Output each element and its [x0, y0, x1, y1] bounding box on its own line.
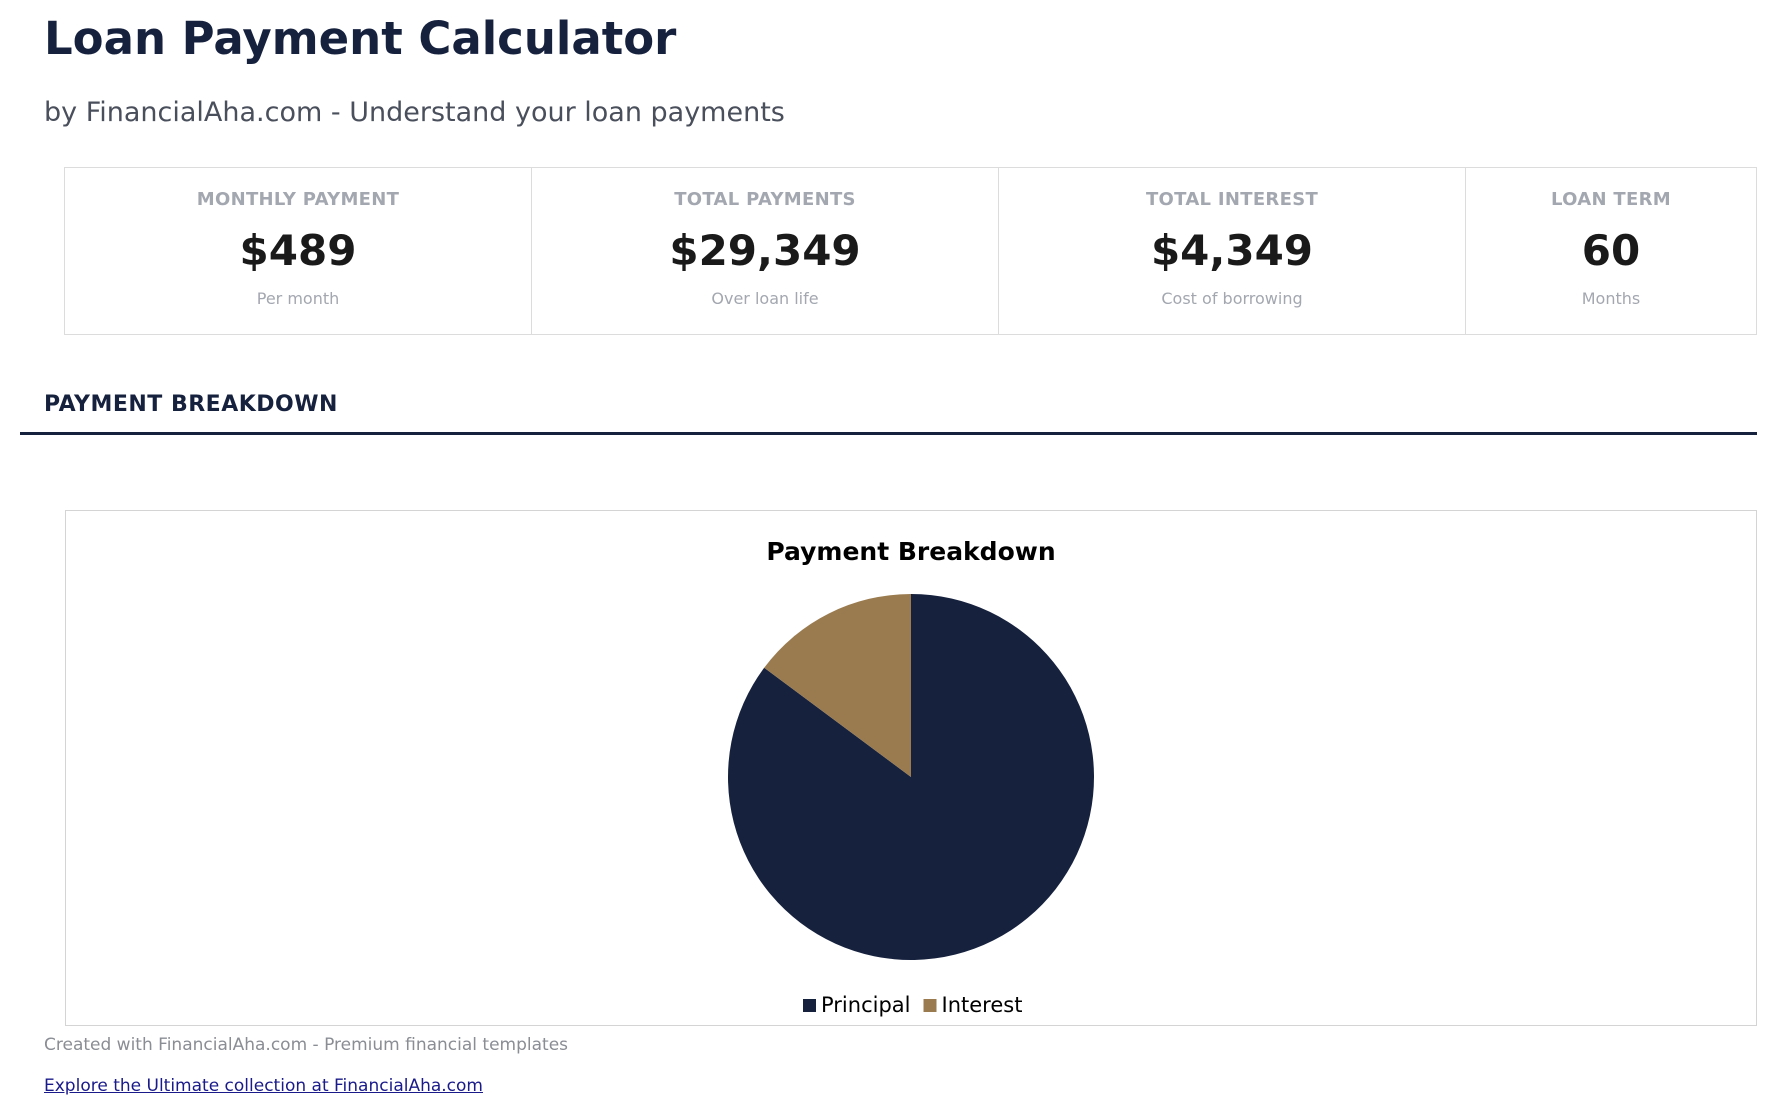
chart-title: Payment Breakdown — [766, 537, 1055, 566]
card-total-payments: TOTAL PAYMENTS $29,349 Over loan life — [532, 168, 999, 334]
footer-text: Created with FinancialAha.com - Premium … — [44, 1035, 569, 1055]
chart-container: Payment Breakdown Principal Interest — [65, 510, 1757, 1026]
card-subtext: Cost of borrowing — [1161, 289, 1303, 308]
legend-label-principal: Principal — [821, 993, 911, 1017]
pie-slice-interest — [764, 594, 911, 777]
legend-swatch-principal — [803, 999, 816, 1012]
card-subtext: Months — [1581, 289, 1641, 308]
page-subtitle: by FinancialAha.com - Understand your lo… — [44, 97, 785, 128]
card-monthly-payment: MONTHLY PAYMENT $489 Per month — [65, 168, 532, 334]
card-label: TOTAL PAYMENTS — [674, 189, 856, 210]
card-subtext: Per month — [256, 289, 340, 308]
card-loan-term: LOAN TERM 60 Months — [1466, 168, 1756, 334]
card-value: $29,349 — [669, 226, 861, 275]
card-label: LOAN TERM — [1551, 189, 1671, 210]
card-value: $4,349 — [1150, 226, 1314, 275]
legend-label-interest: Interest — [942, 993, 1023, 1017]
card-value: $489 — [239, 226, 357, 275]
pie-slice-principal — [727, 594, 1094, 960]
section-divider — [20, 432, 1757, 435]
pie-chart: Payment Breakdown Principal Interest — [727, 537, 1094, 1017]
card-subtext: Over loan life — [711, 289, 819, 308]
card-value: 60 — [1581, 226, 1641, 275]
card-total-interest: TOTAL INTEREST $4,349 Cost of borrowing — [999, 168, 1466, 334]
footer-link[interactable]: Explore the Ultimate collection at Finan… — [44, 1076, 483, 1096]
section-heading: PAYMENT BREAKDOWN — [44, 392, 338, 417]
summary-cards: MONTHLY PAYMENT $489 Per month TOTAL PAY… — [64, 167, 1757, 335]
legend-swatch-interest — [923, 999, 937, 1012]
page-title: Loan Payment Calculator — [44, 12, 677, 65]
card-label: MONTHLY PAYMENT — [196, 189, 400, 210]
card-label: TOTAL INTEREST — [1145, 189, 1319, 210]
